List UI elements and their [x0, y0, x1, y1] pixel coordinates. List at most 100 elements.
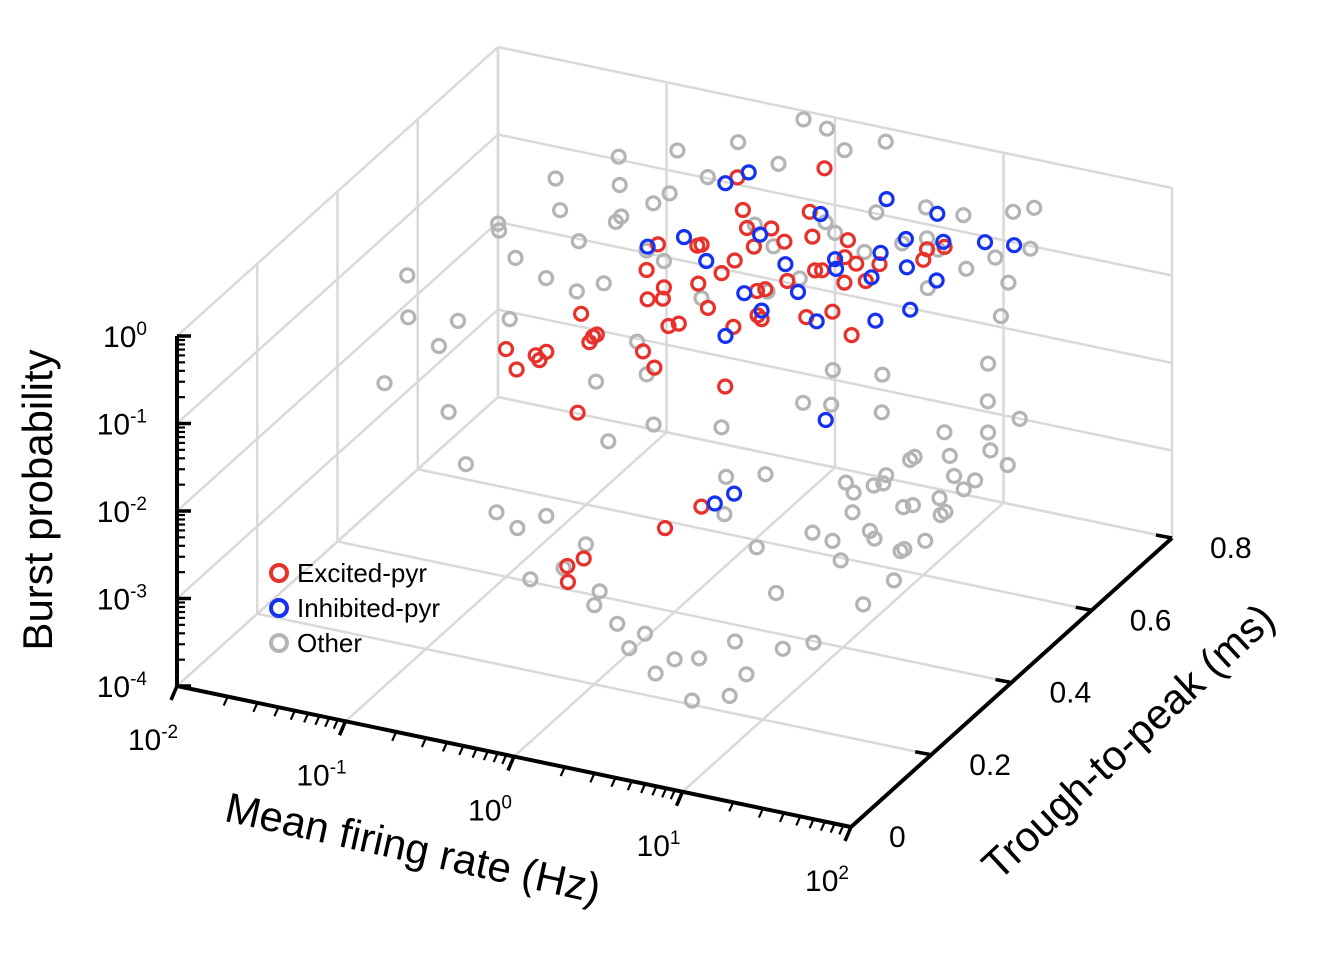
data-point-excited-pyr	[508, 361, 525, 378]
data-point-inhibited-pyr	[639, 238, 656, 255]
data-point-other	[955, 481, 972, 498]
x-tick-minor	[651, 785, 658, 796]
data-point-other	[856, 243, 873, 261]
z-tick-label: 10-1	[97, 407, 147, 442]
legend-marker-inhibited-pyr	[269, 598, 289, 618]
data-point-other	[713, 419, 730, 436]
data-point-inhibited-pyr	[725, 485, 743, 502]
data-point-other	[729, 134, 747, 151]
x-tick-label: 100	[468, 793, 512, 828]
data-point-excited-pyr	[725, 318, 742, 335]
data-point-excited-pyr	[646, 359, 663, 376]
data-point-other	[987, 249, 1004, 266]
data-point-other	[738, 666, 755, 683]
x-tick-minor	[559, 766, 566, 777]
x-tick-minor	[589, 772, 596, 783]
data-point-other	[721, 687, 738, 705]
grid-line-floor-y	[337, 540, 1012, 684]
data-point-excited-pyr	[757, 281, 774, 298]
data-point-other	[982, 442, 999, 459]
data-point-other	[868, 204, 885, 221]
data-point-other	[917, 532, 934, 549]
x-tick-minor	[610, 777, 617, 788]
data-point-excited-pyr	[575, 550, 592, 567]
data-point-other	[866, 530, 883, 547]
tick-labels: 10-2 10-1 100 101 102 100 10-1 10-2 10-3 10-4 0 0.2…	[97, 319, 1252, 898]
x-tick-minor	[819, 821, 826, 831]
data-point-other	[875, 475, 892, 492]
data-point-other	[587, 373, 605, 390]
data-point-other	[748, 539, 765, 556]
data-point-other	[774, 640, 791, 657]
data-point-other	[770, 155, 787, 172]
data-point-other	[937, 503, 954, 520]
data-point-inhibited-pyr	[827, 260, 845, 277]
x-tick-major	[674, 791, 685, 807]
x-tick-minor	[252, 702, 259, 713]
legend-label-inhibited-pyr: Inhibited-pyr	[297, 593, 440, 623]
x-tick-minor	[728, 801, 735, 812]
data-point-excited-pyr	[915, 251, 932, 268]
x-tick-label: 10-2	[128, 722, 178, 757]
data-point-other	[757, 466, 774, 483]
data-point-other	[547, 170, 564, 187]
data-point-other	[992, 308, 1010, 325]
data-point-other	[873, 404, 890, 421]
x-tick-minor	[501, 754, 508, 765]
data-point-other	[979, 424, 997, 441]
data-point-inhibited-pyr	[751, 226, 769, 243]
data-point-excited-pyr	[806, 262, 824, 279]
data-point-excited-pyr	[656, 519, 674, 537]
data-point-other	[570, 233, 587, 250]
data-point-other	[1026, 199, 1043, 216]
data-point-other	[1022, 240, 1039, 257]
y-tick-major	[1155, 533, 1173, 540]
data-point-inhibited-pyr	[897, 230, 915, 248]
data-point-other	[538, 507, 555, 525]
data-point-other	[586, 597, 603, 614]
data-point-inhibited-pyr	[753, 302, 770, 319]
x-tick-major	[337, 720, 348, 736]
grid-line-back-z	[497, 220, 1173, 365]
x-tick-minor	[458, 745, 465, 756]
data-point-other	[509, 519, 526, 537]
data-point-other	[805, 634, 822, 651]
y-tick-label: 0.8	[1210, 532, 1252, 565]
data-point-other	[507, 249, 524, 266]
data-point-other	[666, 651, 683, 668]
data-point-inhibited-pyr	[878, 191, 895, 208]
x-tick-minor	[757, 808, 764, 819]
y-tick-label: 0.2	[969, 749, 1011, 782]
data-point-other	[537, 270, 555, 287]
data-point-excited-pyr	[843, 327, 860, 344]
data-point-excited-pyr	[693, 236, 710, 253]
y-tick-label: 0.4	[1050, 677, 1092, 710]
data-point-other	[699, 169, 716, 186]
grid-line-back-z	[497, 308, 1173, 452]
data-point-excited-pyr	[655, 279, 673, 296]
y-tick-major	[834, 822, 852, 829]
data-point-other	[400, 309, 417, 326]
data-point-other	[955, 207, 972, 224]
data-point-other	[931, 490, 948, 507]
data-point-other	[655, 252, 673, 270]
legend-label-excited-pyr: Excited-pyr	[297, 558, 427, 588]
data-point-other	[818, 120, 836, 137]
data-point-inhibited-pyr	[736, 285, 753, 302]
z-tick-label: 10-3	[97, 582, 147, 617]
data-point-other	[457, 456, 474, 473]
data-point-other	[717, 468, 735, 485]
data-point-other	[885, 572, 903, 589]
data-point-inhibited-pyr	[817, 411, 834, 429]
data-point-other	[726, 633, 744, 650]
data-point-inhibited-pyr	[863, 269, 880, 286]
data-point-excited-pyr	[670, 315, 687, 332]
data-point-excited-pyr	[745, 238, 763, 255]
data-point-inhibited-pyr	[1005, 237, 1023, 254]
x-tick-label: 10-1	[296, 757, 346, 792]
y-axis-title: Trough-to-peak (ms)	[973, 594, 1284, 888]
x-tick-minor	[492, 752, 499, 763]
data-point-excited-pyr	[559, 557, 576, 575]
data-point-inhibited-pyr	[898, 259, 916, 276]
data-point-other	[874, 366, 891, 383]
